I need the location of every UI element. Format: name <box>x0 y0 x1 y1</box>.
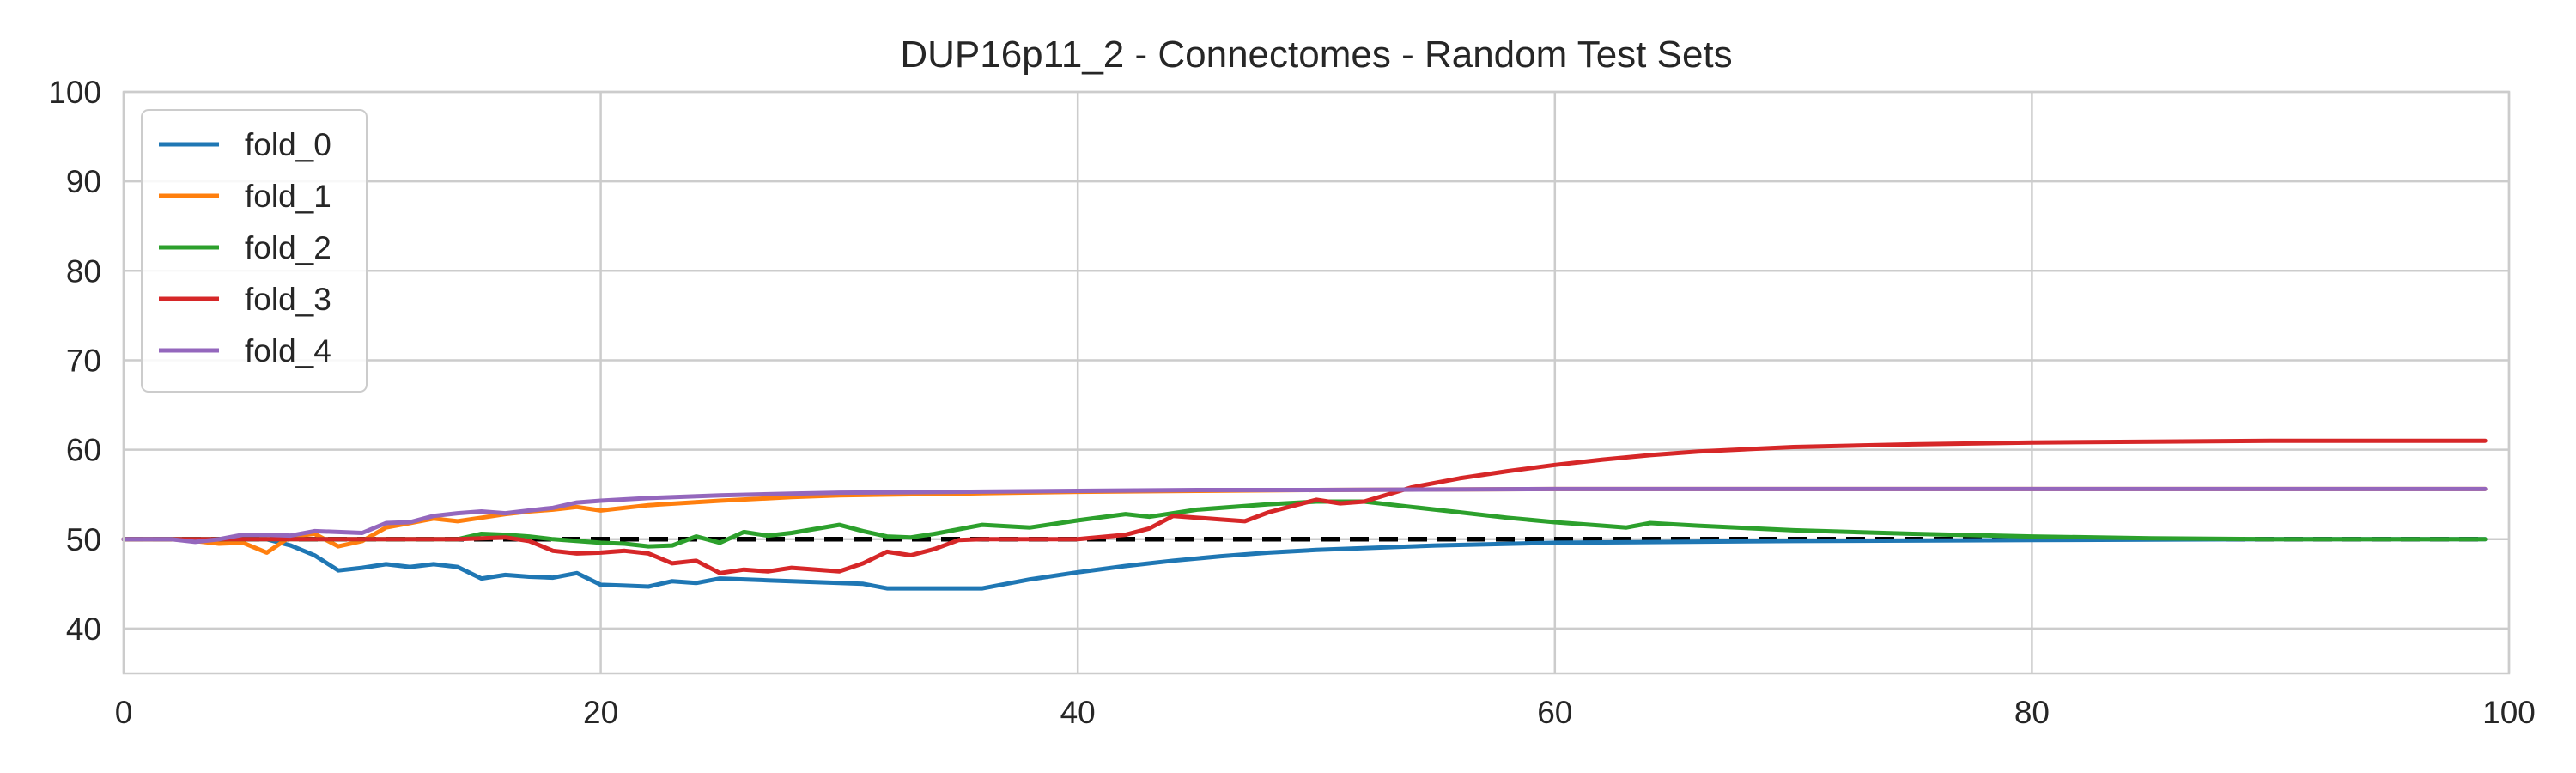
y-tick-label: 50 <box>66 522 101 557</box>
y-tick-label: 90 <box>66 164 101 199</box>
chart-title: DUP16p11_2 - Connectomes - Random Test S… <box>900 33 1732 76</box>
y-tick-label: 40 <box>66 612 101 647</box>
series-layer <box>121 438 2488 591</box>
y-tick-label: 100 <box>48 75 101 110</box>
legend: fold_0 fold_1 fold_2 fold_3 fold_4 <box>141 109 368 393</box>
legend-label-fold_2: fold_2 <box>245 230 331 265</box>
y-tick-label: 80 <box>66 253 101 289</box>
y-tick-label: 60 <box>66 433 101 468</box>
x-tick-label: 20 <box>583 695 618 730</box>
series-line-fold_2 <box>121 499 2488 549</box>
x-tick-label: 100 <box>2482 695 2536 730</box>
series-line-fold_4 <box>121 486 2488 545</box>
series-line-fold_0 <box>121 537 2488 591</box>
legend-label-fold_3: fold_3 <box>245 282 331 317</box>
tick-labels: 0 20 40 60 80 100 40 50 60 70 80 90 100 <box>48 75 2536 730</box>
plot-frame <box>122 90 2511 675</box>
x-tick-label: 80 <box>2014 695 2050 730</box>
x-tick-label: 40 <box>1060 695 1096 730</box>
legend-box <box>141 109 368 393</box>
y-tick-label: 70 <box>66 343 101 378</box>
legend-label-fold_0: fold_0 <box>245 127 331 162</box>
legend-label-fold_1: fold_1 <box>245 179 331 214</box>
x-tick-label: 0 <box>115 695 133 730</box>
x-tick-label: 60 <box>1537 695 1572 730</box>
legend-label-fold_4: fold_4 <box>245 333 331 368</box>
series-line-fold_3 <box>121 438 2488 575</box>
